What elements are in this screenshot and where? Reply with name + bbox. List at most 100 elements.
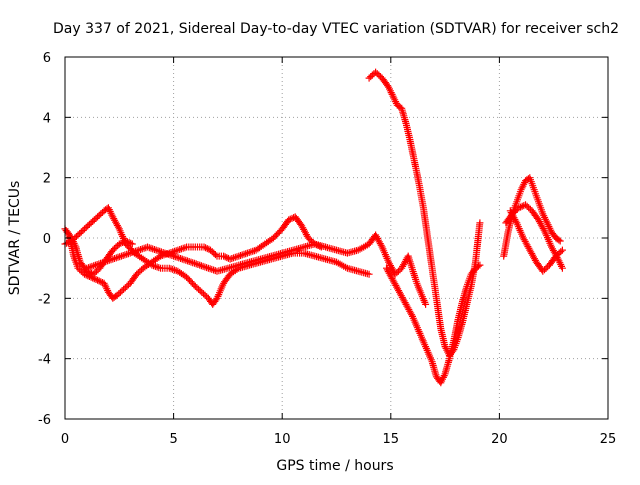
data-point [76, 266, 84, 274]
y-tick-label: 6 [43, 51, 51, 66]
y-tick-label: 0 [43, 232, 51, 247]
data-point [93, 267, 100, 275]
data-point [220, 252, 228, 260]
data-point [393, 269, 401, 277]
data-point [203, 245, 211, 253]
data-point [63, 239, 71, 247]
series-5 [383, 261, 484, 387]
grid-lines [65, 57, 608, 419]
data-point [122, 237, 130, 245]
x-tick-label: 10 [274, 432, 291, 447]
data-point [210, 249, 218, 257]
data-point [202, 244, 210, 252]
data-point [74, 231, 82, 239]
data-point [558, 264, 566, 272]
x-tick-label: 5 [169, 432, 177, 447]
data-point [94, 276, 102, 284]
data-point [201, 291, 209, 299]
data-point [84, 268, 92, 276]
data-point [377, 241, 385, 249]
data-point [375, 71, 383, 79]
data-point [83, 267, 91, 275]
data-point [476, 219, 484, 227]
data-point [81, 225, 88, 233]
data-point [109, 246, 117, 254]
data-point [200, 243, 208, 251]
data-point [127, 239, 135, 247]
data-points [61, 68, 566, 387]
data-point [88, 269, 96, 277]
data-point [72, 233, 80, 240]
data-point [515, 204, 523, 212]
data-point [512, 217, 520, 225]
data-point [94, 213, 102, 221]
data-point [115, 240, 123, 248]
data-point [95, 277, 103, 285]
x-axis-label: GPS time / hours [276, 458, 393, 474]
data-point [97, 210, 105, 218]
x-tick-label: 20 [491, 432, 508, 447]
data-point [476, 261, 484, 269]
data-point [191, 282, 199, 290]
data-point [555, 249, 563, 257]
data-point [133, 270, 141, 278]
y-tick-label: 2 [43, 172, 51, 187]
data-point [196, 287, 204, 295]
data-point [525, 204, 533, 212]
data-point [90, 262, 98, 270]
data-point [394, 267, 402, 275]
data-point [541, 266, 548, 274]
data-point [90, 275, 98, 283]
data-point [134, 269, 142, 277]
data-point [557, 248, 565, 256]
chart-title: Day 337 of 2021, Sidereal Day-to-day VTE… [53, 21, 619, 37]
data-point [116, 288, 124, 296]
data-point [120, 285, 128, 293]
data-point [367, 73, 375, 81]
data-point [76, 230, 84, 237]
data-point [365, 270, 373, 278]
series-7 [502, 201, 566, 272]
data-point [89, 270, 97, 278]
data-point [95, 211, 103, 219]
data-point [193, 284, 201, 292]
data-point [121, 284, 129, 292]
data-point [554, 251, 561, 259]
x-tick-label: 25 [600, 432, 617, 447]
data-point [223, 254, 231, 262]
data-point [542, 264, 550, 272]
data-point [110, 245, 118, 253]
data-point [113, 291, 121, 299]
data-point [286, 215, 294, 223]
data-point [77, 228, 85, 236]
y-tick-label: -6 [38, 413, 51, 428]
data-point [552, 252, 560, 260]
data-point [422, 300, 430, 308]
series-4 [365, 68, 484, 360]
data-point [304, 234, 312, 242]
data-point [285, 216, 293, 224]
data-point [474, 262, 482, 270]
data-point [181, 244, 189, 252]
data-point [85, 220, 93, 228]
data-point [539, 267, 547, 275]
data-point [207, 246, 214, 254]
data-point [391, 270, 399, 278]
series-3 [83, 231, 430, 308]
data-point [92, 214, 100, 222]
x-tick-label: 0 [61, 432, 69, 447]
data-point [523, 202, 531, 210]
y-tick-label: -4 [38, 353, 51, 368]
x-tick-label: 15 [383, 432, 400, 447]
data-point [148, 261, 156, 269]
data-point [64, 239, 72, 246]
data-point [114, 223, 122, 231]
axis-ticks [64, 56, 609, 420]
data-point [306, 236, 314, 243]
data-point [84, 222, 92, 230]
data-point [190, 281, 198, 289]
data-point [368, 71, 376, 79]
data-point [555, 236, 563, 244]
data-point [97, 278, 105, 286]
